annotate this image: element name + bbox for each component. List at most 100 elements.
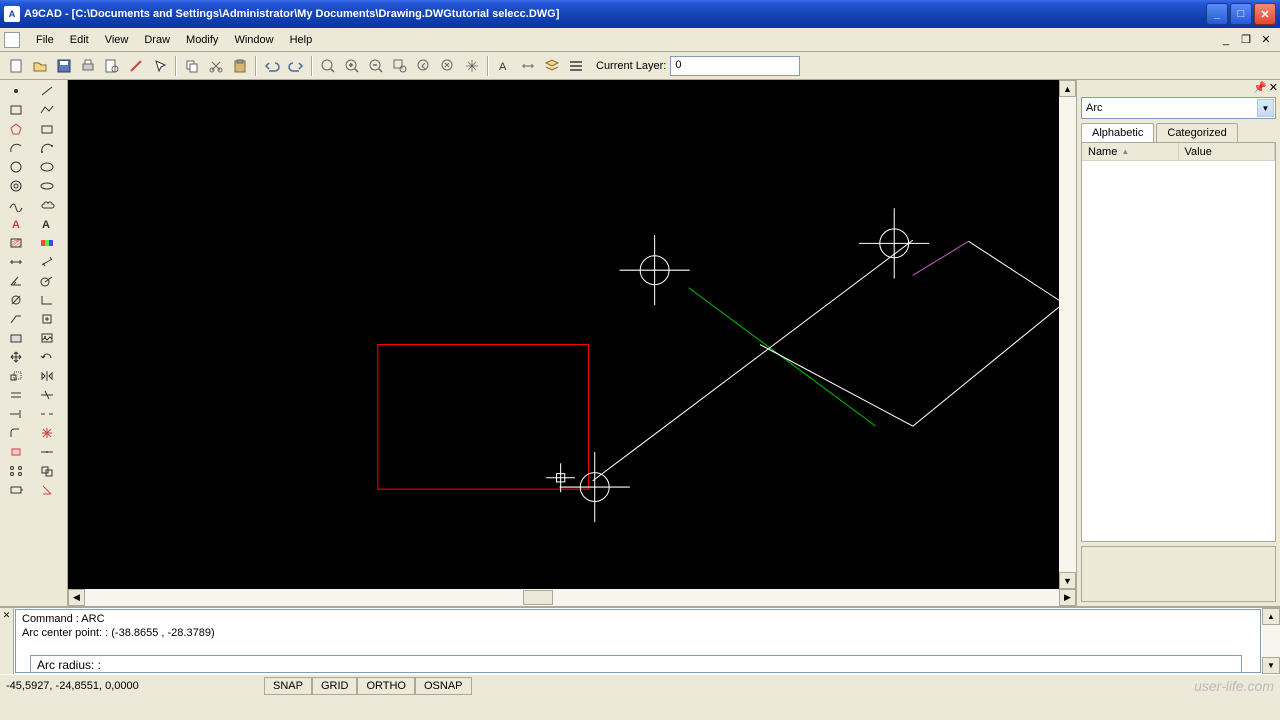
rotate-tool[interactable] <box>32 348 62 366</box>
erase-tool[interactable] <box>1 443 31 461</box>
fillet-tool[interactable] <box>1 424 31 442</box>
text-style-button[interactable]: A <box>492 54 516 78</box>
zoom-in-button[interactable] <box>340 54 364 78</box>
tab-alphabetic[interactable]: Alphabetic <box>1081 123 1154 142</box>
move-tool[interactable] <box>1 348 31 366</box>
menu-help[interactable]: Help <box>282 32 321 48</box>
mirror-tool[interactable] <box>32 367 62 385</box>
panel-close-icon[interactable]: ✕ <box>1269 81 1278 94</box>
mdi-minimize-button[interactable]: _ <box>1217 32 1235 48</box>
scroll-left-button[interactable]: ◀ <box>68 589 85 606</box>
array-tool[interactable] <box>1 462 31 480</box>
hatch-tool[interactable] <box>1 234 31 252</box>
current-layer-field[interactable]: 0 <box>670 56 800 76</box>
horizontal-scrollbar[interactable]: ◀ ▶ <box>68 589 1076 606</box>
property-grid[interactable]: Name▲ Value <box>1081 142 1276 542</box>
cut-button[interactable] <box>204 54 228 78</box>
menu-view[interactable]: View <box>97 32 137 48</box>
block-insert-tool[interactable] <box>32 310 62 328</box>
print-preview-button[interactable] <box>100 54 124 78</box>
menu-draw[interactable]: Draw <box>136 32 178 48</box>
status-osnap-button[interactable]: OSNAP <box>415 677 472 695</box>
new-button[interactable] <box>4 54 28 78</box>
tab-categorized[interactable]: Categorized <box>1156 123 1237 142</box>
zoom-out-button[interactable] <box>364 54 388 78</box>
mdi-close-button[interactable]: ✕ <box>1257 32 1275 48</box>
gradient-tool[interactable] <box>32 234 62 252</box>
zoom-extents-button[interactable] <box>316 54 340 78</box>
trim-tool[interactable] <box>32 386 62 404</box>
dim-diameter-tool[interactable] <box>1 291 31 309</box>
zoom-previous-button[interactable] <box>412 54 436 78</box>
save-button[interactable] <box>52 54 76 78</box>
dim-ordinate-tool[interactable] <box>32 291 62 309</box>
rectangle2-tool[interactable] <box>32 120 62 138</box>
scroll-right-button[interactable]: ▶ <box>1059 589 1076 606</box>
pan-button[interactable] <box>460 54 484 78</box>
menu-file[interactable]: File <box>28 32 62 48</box>
annotate-button[interactable] <box>124 54 148 78</box>
image-tool[interactable] <box>32 329 62 347</box>
scale-tool[interactable] <box>1 367 31 385</box>
print-button[interactable] <box>76 54 100 78</box>
dim-linear-tool[interactable] <box>1 253 31 271</box>
command-grip-icon[interactable]: ✕ <box>0 608 14 674</box>
minimize-button[interactable]: _ <box>1206 3 1228 25</box>
combo-arrow-icon[interactable]: ▼ <box>1257 99 1274 117</box>
join-tool[interactable] <box>32 443 62 461</box>
maximize-button[interactable]: □ <box>1230 3 1252 25</box>
text-tool[interactable]: A <box>1 215 31 233</box>
revision-cloud-tool[interactable] <box>32 196 62 214</box>
status-ortho-button[interactable]: ORTHO <box>357 677 415 695</box>
ellipse2-tool[interactable] <box>32 177 62 195</box>
zoom-window-button[interactable] <box>388 54 412 78</box>
match-tool[interactable] <box>32 481 62 499</box>
arc-tool[interactable] <box>1 139 31 157</box>
status-snap-button[interactable]: SNAP <box>264 677 312 695</box>
paste-button[interactable] <box>228 54 252 78</box>
leader-tool[interactable] <box>1 310 31 328</box>
dim-angular-tool[interactable] <box>1 272 31 290</box>
mdi-restore-button[interactable]: ❐ <box>1237 32 1255 48</box>
prop-column-name[interactable]: Name▲ <box>1082 143 1179 160</box>
block-make-tool[interactable] <box>1 329 31 347</box>
arc3p-tool[interactable] <box>32 139 62 157</box>
cmd-scroll-down-button[interactable]: ▼ <box>1262 657 1280 674</box>
explode-tool[interactable] <box>32 424 62 442</box>
command-scrollbar[interactable]: ▲ ▼ <box>1262 608 1280 674</box>
vertical-scrollbar[interactable]: ▲ ▼ <box>1059 80 1076 589</box>
copy-tool[interactable] <box>32 462 62 480</box>
spline-tool[interactable] <box>1 196 31 214</box>
close-button[interactable]: ✕ <box>1254 3 1276 25</box>
point-tool[interactable] <box>1 82 31 100</box>
drawing-canvas[interactable]: ▲ ▼ ◀ ▶ <box>68 80 1076 606</box>
scroll-up-button[interactable]: ▲ <box>1059 80 1076 97</box>
stretch-tool[interactable] <box>1 481 31 499</box>
copy-button[interactable] <box>180 54 204 78</box>
offset-tool[interactable] <box>1 386 31 404</box>
properties-button[interactable] <box>564 54 588 78</box>
dim-radius-tool[interactable] <box>32 272 62 290</box>
polygon-tool[interactable] <box>1 120 31 138</box>
ellipse-tool[interactable] <box>32 158 62 176</box>
object-type-combo[interactable]: Arc ▼ <box>1081 97 1276 119</box>
break-tool[interactable] <box>32 405 62 423</box>
scroll-down-button[interactable]: ▼ <box>1059 572 1076 589</box>
undo-button[interactable] <box>260 54 284 78</box>
command-input[interactable]: Arc radius: : <box>30 655 1242 673</box>
extend-tool[interactable] <box>1 405 31 423</box>
status-grid-button[interactable]: GRID <box>312 677 358 695</box>
cmd-scroll-up-button[interactable]: ▲ <box>1262 608 1280 625</box>
prop-column-value[interactable]: Value <box>1179 143 1276 160</box>
line-tool[interactable] <box>32 82 62 100</box>
dim-aligned-tool[interactable] <box>32 253 62 271</box>
menu-modify[interactable]: Modify <box>178 32 226 48</box>
open-button[interactable] <box>28 54 52 78</box>
donut-tool[interactable] <box>1 177 31 195</box>
polyline-tool[interactable] <box>32 101 62 119</box>
menu-edit[interactable]: Edit <box>62 32 97 48</box>
pick-button[interactable] <box>148 54 172 78</box>
dimension-style-button[interactable] <box>516 54 540 78</box>
menu-window[interactable]: Window <box>226 32 281 48</box>
panel-pin-icon[interactable]: 📌 <box>1253 81 1267 94</box>
